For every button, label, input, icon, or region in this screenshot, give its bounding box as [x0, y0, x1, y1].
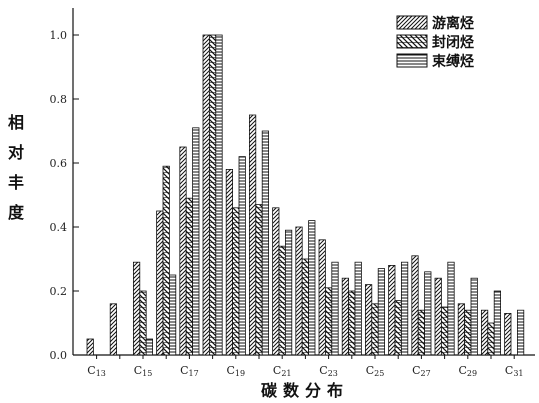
y-axis-title: 相 对 丰 度: [8, 113, 25, 222]
bar-diag: [86, 338, 94, 356]
y-tick-label: 0.8: [50, 93, 68, 106]
bar-diag: [225, 168, 233, 356]
bar-hlines: [215, 34, 223, 356]
bar-cross: [185, 197, 193, 356]
bar-series: [86, 34, 525, 356]
bar-cross: [255, 204, 263, 356]
legend-label: 束缚烃: [432, 53, 474, 70]
bar-cross: [208, 34, 217, 356]
bar-diag: [457, 303, 466, 356]
bar-cross: [440, 306, 449, 356]
legend-label: 游离烃: [432, 15, 474, 32]
bar-diag: [295, 226, 303, 356]
bar-hlines: [308, 220, 316, 356]
bar-diag: [109, 303, 117, 356]
legend-swatch-diag: [396, 15, 428, 30]
bar-hlines: [447, 261, 455, 356]
bar-hlines: [145, 338, 153, 356]
bar-hlines: [284, 229, 293, 356]
bar-cross: [162, 165, 170, 356]
bar-cross: [139, 290, 147, 356]
bar-hlines: [354, 261, 362, 356]
y-axis-ticks: 0.0 0.2 0.4 0.6 0.8 1.0: [50, 29, 79, 362]
bar-cross: [301, 258, 310, 356]
bar-hlines: [470, 277, 478, 356]
x-tick-label: C15: [134, 364, 153, 378]
bar-diag: [272, 207, 280, 356]
y-axis-title-char-3: 丰: [8, 173, 24, 192]
x-tick-label: C19: [226, 364, 245, 378]
legend-swatch-cross: [396, 34, 428, 49]
bar-hlines: [238, 156, 246, 356]
y-axis-title-char-1: 相: [8, 113, 24, 132]
legend-label: 封闭烃: [432, 34, 474, 51]
bar-hlines: [331, 261, 339, 356]
bar-diag: [480, 309, 489, 356]
bar-diag: [364, 284, 373, 356]
y-tick-label: 0.2: [50, 285, 68, 298]
x-tick-label: C17: [180, 364, 199, 378]
bar-cross: [417, 309, 426, 356]
bar-diag: [248, 114, 257, 356]
bar-hlines: [493, 290, 502, 356]
bar-hlines: [517, 309, 525, 356]
bar-cross: [394, 300, 402, 356]
bar-cross: [324, 287, 333, 356]
bar-diag: [156, 210, 164, 356]
bar-cross: [348, 290, 356, 356]
y-axis-title-char-4: 度: [8, 203, 25, 222]
y-tick-label: 0.0: [50, 349, 68, 362]
bar-diag: [318, 239, 326, 356]
x-axis-ticks: C13 C15 C17 C19 C21 C23 C25 C27 C29 C31: [87, 355, 524, 378]
x-tick-label: C21: [273, 364, 292, 378]
bar-hlines: [192, 127, 200, 356]
y-tick-label: 0.4: [50, 221, 68, 234]
x-tick-label: C23: [319, 364, 338, 378]
bar-cross: [371, 303, 379, 356]
x-tick-label: C29: [458, 364, 477, 378]
x-tick-label: C13: [87, 364, 106, 378]
y-tick-label: 0.6: [50, 157, 68, 170]
x-axis-title: 碳数分布: [261, 381, 349, 400]
bar-diag: [411, 255, 419, 356]
bar-diag: [434, 277, 442, 356]
bar-diag: [132, 261, 141, 356]
bar-hlines: [377, 268, 386, 356]
bar-diag: [388, 264, 396, 356]
bar-hlines: [261, 130, 270, 356]
bar-cross: [232, 207, 240, 356]
bar-diag: [341, 277, 350, 356]
bar-hlines: [424, 271, 432, 356]
bar-cross: [487, 322, 495, 356]
x-tick-label: C27: [412, 364, 431, 378]
bar-diag: [202, 34, 210, 356]
x-tick-label: C31: [505, 364, 524, 378]
bar-cross: [464, 309, 472, 356]
y-tick-label: 1.0: [50, 29, 68, 42]
x-tick-label: C25: [366, 364, 385, 378]
legend-swatch-hlines: [396, 53, 428, 68]
bar-diag: [179, 146, 187, 356]
y-axis-title-char-2: 对: [8, 143, 24, 162]
bar-hlines: [168, 274, 177, 356]
bar-diag: [504, 312, 512, 356]
bar-hlines: [400, 261, 409, 356]
bar-cross: [278, 245, 286, 356]
